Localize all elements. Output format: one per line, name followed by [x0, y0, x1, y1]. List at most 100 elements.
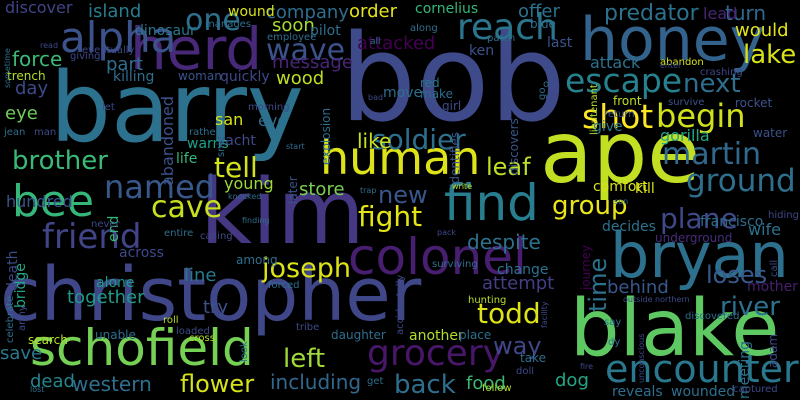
cloud-word: lake [743, 40, 797, 70]
cloud-word: later [286, 176, 300, 204]
cloud-word: cross [189, 333, 215, 344]
cloud-word: crashing [700, 67, 743, 78]
cloud-word: all [370, 37, 381, 47]
cloud-word: colonel [348, 228, 527, 286]
cloud-word: take [520, 351, 546, 365]
cloud-word: bee [12, 176, 95, 227]
cloud-word: blake [570, 284, 780, 374]
cloud-word: jean [4, 127, 26, 138]
cloud-word: one [185, 3, 241, 38]
cloud-word: forced [268, 280, 300, 291]
cloud-word: honey [580, 5, 766, 75]
cloud-word: survive [668, 97, 705, 108]
cloud-word: life [176, 151, 198, 167]
cloud-word: reach [457, 7, 558, 48]
cloud-word: patch [487, 33, 516, 44]
cloud-word: doll [516, 366, 535, 377]
cloud-word: captured [733, 384, 778, 395]
cloud-word: hundred [6, 192, 73, 211]
cloud-word: start [286, 142, 305, 151]
cloud-word: trap [360, 186, 377, 195]
cloud-word: cornelius [415, 1, 479, 17]
cloud-word: entire [164, 228, 194, 239]
cloud-word: make [420, 87, 453, 101]
cloud-word: loaded [176, 326, 210, 337]
cloud-word: alpha [60, 13, 177, 62]
cloud-word: facility [540, 301, 549, 329]
cloud-word: christopher [0, 252, 422, 338]
cloud-word: among [236, 253, 278, 267]
cloud-word: quickly [220, 69, 270, 85]
cloud-word: schofield [30, 319, 254, 377]
cloud-word: front [613, 94, 642, 108]
cloud-word: eve [258, 111, 288, 130]
cloud-word: flower [180, 370, 255, 398]
cloud-word: encounter [605, 347, 799, 391]
cloud-word: manages [205, 19, 252, 30]
cloud-word: surviving [432, 259, 478, 270]
cloud-word: lieutenant [589, 84, 600, 135]
cloud-word: hunting [468, 295, 507, 306]
cloud-word: next [683, 69, 741, 99]
cloud-word: yacht [217, 133, 256, 149]
cloud-word: abandoned [158, 96, 177, 187]
cloud-word: explosion [319, 107, 333, 165]
cloud-word: look [239, 341, 250, 362]
cloud-word: wounded [671, 384, 736, 400]
cloud-word: enter [660, 61, 682, 70]
cloud-word: rather [189, 127, 220, 138]
cloud-word: ape [540, 103, 701, 203]
cloud-word: cave [151, 190, 223, 225]
cloud-word: day [15, 78, 49, 99]
cloud-word: rocket [735, 96, 773, 110]
cloud-word: kim [200, 160, 365, 265]
cloud-word: sniper [216, 126, 227, 157]
cloud-word: bridge [13, 263, 29, 309]
cloud-word: behind [607, 277, 669, 298]
cloud-word: named [104, 168, 216, 206]
cloud-word: new [378, 181, 428, 209]
cloud-word: store [299, 179, 345, 200]
cloud-word: outside [623, 295, 653, 304]
cloud-word: soldier [372, 123, 466, 156]
cloud-word: woman [178, 69, 222, 83]
cloud-word: wound [228, 4, 275, 20]
cloud-word: underground [655, 231, 733, 245]
cloud-word: friend [42, 217, 142, 257]
cloud-word: knocked [228, 192, 262, 201]
cloud-word: part [106, 54, 143, 75]
cloud-word: last [547, 35, 573, 51]
cloud-word: journey [579, 245, 593, 291]
cloud-word: left [283, 344, 326, 374]
cloud-word: read [40, 41, 59, 50]
cloud-word: back [394, 370, 456, 400]
cloud-word: dog [555, 370, 589, 391]
cloud-word: daughter [331, 328, 386, 342]
cloud-word: fire [580, 362, 594, 371]
cloud-word: would [735, 20, 789, 41]
cloud-word: discover [5, 0, 73, 17]
cloud-word: identifies [448, 131, 462, 187]
cloud-word: find [444, 174, 539, 232]
cloud-word: pack [437, 228, 457, 237]
cloud-word: save [0, 343, 43, 364]
cloud-word: company [266, 2, 349, 23]
cloud-word: blue [530, 17, 556, 31]
cloud-word: lost [30, 385, 45, 394]
cloud-word: roll [163, 315, 179, 326]
cloud-word: plane [660, 202, 738, 235]
cloud-word: dead [30, 371, 75, 392]
cloud-word: discovered [685, 311, 740, 322]
cloud-word: unconscious [637, 333, 646, 383]
cloud-word: message [272, 52, 353, 73]
cloud-word: comfort [593, 179, 648, 195]
cloud-word: kill [635, 181, 655, 197]
cloud-word: ground [686, 163, 796, 199]
cloud-word: let [102, 102, 115, 113]
cloud-word: get [367, 376, 384, 387]
cloud-word: way [493, 332, 542, 360]
cloud-word: wood [276, 68, 325, 89]
cloud-word: river [720, 292, 780, 322]
cloud-word: lead [703, 4, 738, 23]
